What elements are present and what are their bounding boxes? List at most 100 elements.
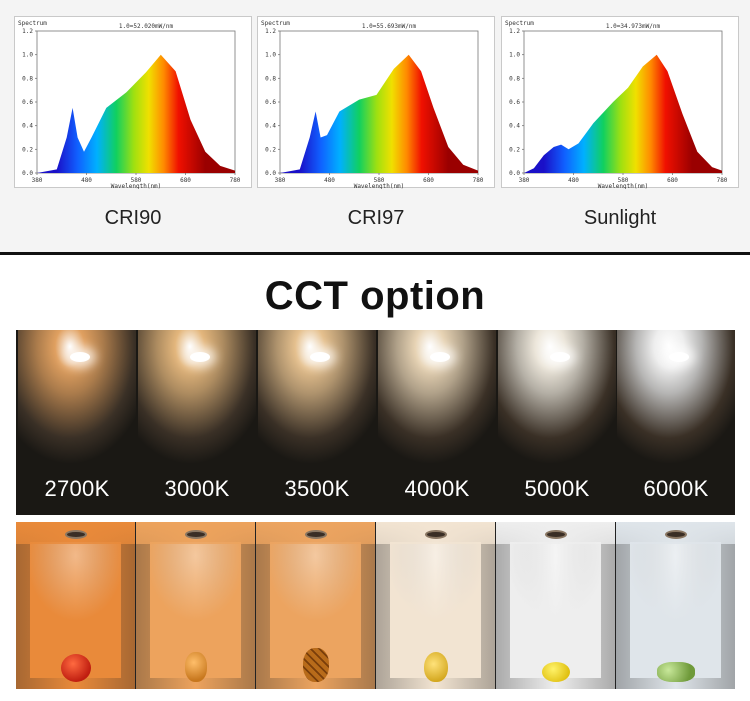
x-tick-label: 380 xyxy=(519,177,530,184)
y-axis-label: Spectrum xyxy=(261,20,290,27)
x-tick-label: 580 xyxy=(374,177,385,184)
y-tick-label: 0.2 xyxy=(509,146,520,153)
light-icon xyxy=(549,352,570,362)
caption-sunlight: Sunlight xyxy=(583,207,657,229)
cct-swatch-4000k xyxy=(378,330,496,468)
light-icon xyxy=(189,352,210,362)
cct-title: CCT option xyxy=(264,274,486,318)
cct-label-4000k: 4000K xyxy=(404,476,470,501)
y-tick-label: 1.2 xyxy=(265,28,276,35)
y-tick-label: 0.2 xyxy=(22,146,33,153)
downlight-icon xyxy=(424,530,447,539)
x-axis-label: Wavelength(nm) xyxy=(111,183,162,189)
cct-label-3000k: 3000K xyxy=(164,476,230,501)
y-tick-label: 1.0 xyxy=(265,52,276,59)
y-tick-label: 0.2 xyxy=(265,146,276,153)
y-tick-label: 0.6 xyxy=(509,99,520,106)
room-demo-strip xyxy=(16,522,735,689)
y-tick-label: 1.2 xyxy=(509,28,520,35)
room-pear xyxy=(376,522,495,689)
downlight-icon xyxy=(304,530,327,539)
papaya-icon xyxy=(185,652,207,682)
x-tick-label: 380 xyxy=(32,177,43,184)
y-tick-label: 0.6 xyxy=(265,99,276,106)
y-tick-label: 1.0 xyxy=(509,52,520,59)
section-divider xyxy=(0,252,750,255)
cct-panel: 2700K 3000K 3500K 4000K 5000K 6000K xyxy=(16,330,735,515)
y-tick-label: 0.4 xyxy=(22,123,33,130)
room-back-wall xyxy=(630,542,721,678)
room-lemon xyxy=(496,522,615,689)
x-tick-label: 780 xyxy=(473,177,484,184)
apple-icon xyxy=(61,654,91,682)
light-icon xyxy=(668,352,689,362)
x-tick-label: 780 xyxy=(230,177,241,184)
pineapple-icon xyxy=(303,648,329,682)
pear-icon xyxy=(424,652,448,682)
spectrum-curve xyxy=(280,54,478,174)
cct-swatch-5000k xyxy=(498,330,616,468)
x-tick-label: 680 xyxy=(180,177,191,184)
cct-swatch-3500k xyxy=(258,330,376,468)
y-tick-label: 0.8 xyxy=(22,75,33,82)
caption-cri90: CRI90 xyxy=(104,207,162,229)
room-back-wall xyxy=(510,542,601,678)
room-apple xyxy=(16,522,135,689)
x-tick-label: 780 xyxy=(717,177,728,184)
y-tick-label: 0.4 xyxy=(509,123,520,130)
spectrum-header: 1.0=34.973mW/nm xyxy=(606,23,661,30)
x-tick-label: 480 xyxy=(324,177,335,184)
spectrum-curve xyxy=(524,54,722,174)
y-axis-label: Spectrum xyxy=(18,20,47,27)
spectrum-section: 1.2 1.0 0.8 0.6 0.4 0.2 0.0 380 480 580 680 780 Spec… xyxy=(0,0,750,252)
spectrum-header: 1.0=52.020mW/nm xyxy=(119,23,174,30)
x-tick-label: 380 xyxy=(275,177,286,184)
spectrum-curve xyxy=(37,54,235,174)
room-pineapple xyxy=(256,522,375,689)
spectrum-chart-cri90: 1.2 1.0 0.8 0.6 0.4 0.2 0.0 380 480 580 680 780 Spec… xyxy=(14,16,252,189)
cct-label-2700k: 2700K xyxy=(44,476,110,501)
y-tick-label: 1.2 xyxy=(22,28,33,35)
cct-swatch-6000k xyxy=(617,330,735,468)
x-tick-label: 580 xyxy=(618,177,629,184)
lemon-icon xyxy=(542,662,570,682)
x-tick-label: 680 xyxy=(423,177,434,184)
spectrum-chart-sunlight: 1.2 1.0 0.8 0.6 0.4 0.2 0.0 380 480 580 680 780 Spec… xyxy=(501,16,739,189)
x-tick-label: 680 xyxy=(667,177,678,184)
x-axis-label: Wavelength(nm) xyxy=(598,183,649,189)
grapes-icon xyxy=(657,662,695,682)
y-tick-label: 0.4 xyxy=(265,123,276,130)
downlight-icon xyxy=(64,530,87,539)
x-tick-label: 480 xyxy=(81,177,92,184)
spectrum-chart-cri97: 1.2 1.0 0.8 0.6 0.4 0.2 0.0 380 480 580 680 780 Spec… xyxy=(257,16,495,189)
x-tick-label: 480 xyxy=(568,177,579,184)
cct-swatch-2700k xyxy=(18,330,136,468)
y-tick-label: 0.0 xyxy=(22,170,33,177)
cct-label-5000k: 5000K xyxy=(524,476,590,501)
y-tick-label: 0.8 xyxy=(265,75,276,82)
y-axis-label: Spectrum xyxy=(505,20,534,27)
caption-cri97: CRI97 xyxy=(347,207,405,229)
cct-swatch-3000k xyxy=(138,330,256,468)
y-tick-label: 0.6 xyxy=(22,99,33,106)
room-grapes xyxy=(616,522,735,689)
x-tick-label: 580 xyxy=(131,177,142,184)
cct-label-3500k: 3500K xyxy=(284,476,350,501)
downlight-icon xyxy=(544,530,567,539)
light-icon xyxy=(429,352,450,362)
downlight-icon xyxy=(664,530,687,539)
x-axis-label: Wavelength(nm) xyxy=(354,183,405,189)
light-icon xyxy=(309,352,330,362)
room-papaya xyxy=(136,522,255,689)
y-tick-label: 1.0 xyxy=(22,52,33,59)
cct-label-6000k: 6000K xyxy=(643,476,709,501)
light-icon xyxy=(69,352,90,362)
y-tick-label: 0.8 xyxy=(509,75,520,82)
y-tick-label: 0.0 xyxy=(265,170,276,177)
downlight-icon xyxy=(184,530,207,539)
y-tick-label: 0.0 xyxy=(509,170,520,177)
spectrum-header: 1.0=55.693mW/nm xyxy=(362,23,417,30)
